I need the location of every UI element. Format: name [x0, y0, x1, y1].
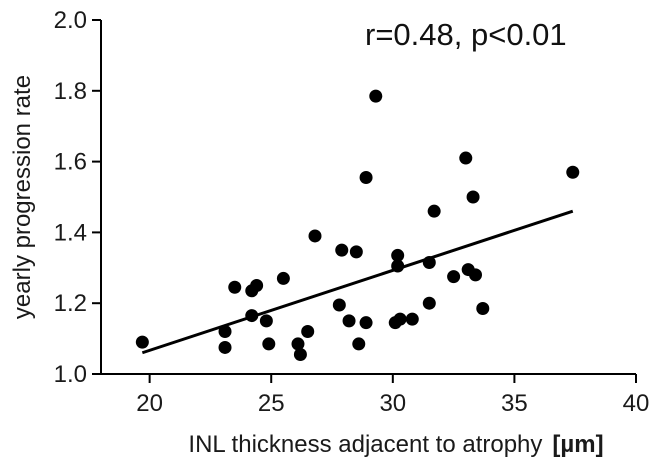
data-point	[391, 248, 405, 262]
data-point	[218, 340, 232, 354]
data-point	[218, 325, 232, 339]
axes	[100, 20, 636, 375]
data-point	[352, 337, 366, 351]
data-point	[369, 89, 383, 103]
y-tick-label: 1.2	[54, 290, 87, 317]
data-point	[469, 268, 482, 282]
data-point	[422, 255, 436, 269]
data-point	[335, 243, 349, 257]
data-point	[427, 204, 441, 218]
data-point	[405, 312, 419, 326]
data-point	[476, 302, 490, 316]
data-point	[308, 229, 322, 243]
data-point	[301, 325, 315, 339]
data-point	[293, 348, 307, 362]
regression-line	[141, 209, 574, 355]
data-point	[459, 151, 473, 165]
regression-line-group	[141, 209, 574, 355]
data-points	[135, 89, 580, 362]
data-point	[422, 296, 436, 310]
data-point	[342, 314, 356, 328]
y-axis-title: yearly progression rate	[9, 75, 36, 319]
data-point	[250, 279, 264, 292]
x-tick-label: 25	[258, 390, 285, 417]
data-point	[262, 337, 276, 351]
correlation-annotation: r=0.48, p<0.01	[365, 17, 567, 52]
data-point	[359, 171, 373, 185]
x-axis-label: INL thickness adjacent to atrophy	[188, 431, 542, 458]
data-point	[135, 335, 149, 349]
data-point	[228, 280, 242, 294]
data-point	[259, 314, 273, 328]
data-point	[349, 245, 363, 259]
data-point	[332, 298, 346, 312]
data-point	[276, 271, 290, 285]
data-point	[359, 316, 373, 330]
x-axis-unit: [µm]	[552, 431, 603, 458]
y-tick-label: 1.6	[54, 149, 87, 176]
data-point	[447, 270, 461, 284]
data-point	[391, 259, 405, 273]
y-tick-label: 1.0	[54, 361, 87, 388]
data-point	[291, 337, 305, 351]
data-point	[566, 165, 580, 179]
x-tick-label: 20	[136, 390, 163, 417]
x-axis-title: INL thickness adjacent to atrophy [µm]	[188, 431, 603, 458]
y-tick-label: 1.8	[54, 78, 87, 105]
data-point	[466, 190, 480, 204]
x-ticks: 20 25 30 35 40	[136, 374, 649, 417]
x-tick-label: 40	[623, 390, 650, 417]
y-tick-label: 1.4	[54, 219, 87, 246]
x-tick-label: 30	[379, 390, 406, 417]
y-tick-label: 2.0	[54, 7, 87, 34]
data-point	[245, 309, 259, 323]
x-tick-label: 35	[501, 390, 528, 417]
y-ticks: 1.0 1.2 1.4 1.6 1.8 2.0	[54, 7, 101, 388]
data-point	[393, 312, 407, 326]
